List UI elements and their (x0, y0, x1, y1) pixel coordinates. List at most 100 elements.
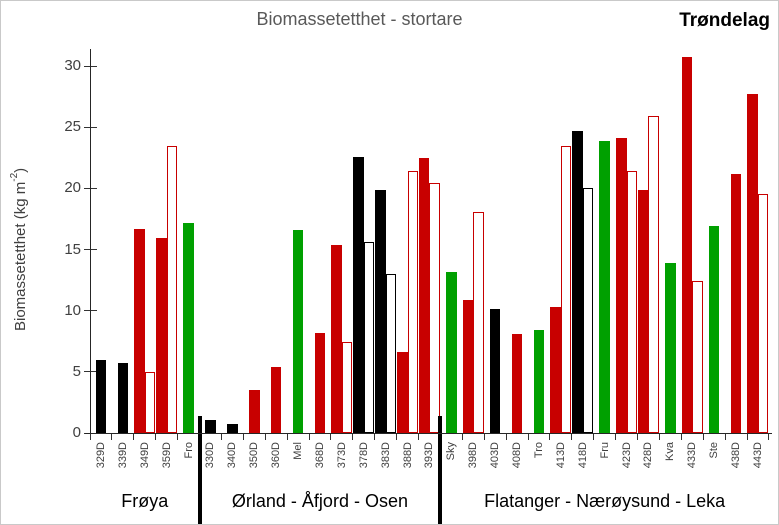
y-tick-label: 20 (64, 179, 81, 197)
y-axis-line (90, 49, 91, 433)
x-tick (505, 433, 507, 440)
bar-438D (730, 173, 742, 433)
region-label: Trøndelag (679, 10, 770, 31)
station-label-360D: 360D (270, 442, 283, 469)
station-label-443D: 443D (751, 442, 764, 469)
x-axis-line (85, 433, 772, 434)
bar-340D (227, 424, 238, 433)
bar-Kva (665, 262, 676, 433)
x-tick (133, 433, 135, 440)
y-tick-label: 5 (72, 362, 81, 380)
station-label-373D: 373D (335, 442, 348, 469)
station-label-Sky: Sky (445, 442, 458, 461)
group-divider (197, 416, 202, 524)
station-label-398D: 398D (467, 442, 480, 469)
bar-398D-outline (473, 211, 484, 433)
group-divider (438, 416, 443, 524)
bar-349D-outline (144, 371, 156, 433)
y-tick-label: 10 (64, 301, 81, 319)
station-label-350D: 350D (248, 442, 261, 469)
bar-403D (489, 309, 501, 433)
station-label-359D: 359D (160, 442, 173, 469)
x-tick (308, 433, 310, 440)
x-tick (746, 433, 748, 440)
bar-433D-outline (692, 281, 703, 433)
bar-413D-outline (560, 145, 572, 433)
bar-350D (249, 390, 260, 433)
bar-433D-solid (681, 57, 693, 433)
station-label-378D: 378D (357, 442, 370, 469)
x-tick (702, 433, 704, 440)
bar-398D-solid (462, 299, 474, 433)
bar-359D-solid (156, 238, 167, 433)
x-tick (483, 433, 485, 440)
bar-393D-solid (418, 157, 430, 433)
bar-388D-solid (397, 352, 408, 433)
bar-413D-solid (550, 306, 561, 433)
station-label-403D: 403D (489, 442, 502, 469)
station-label-388D: 388D (401, 442, 414, 469)
chart-title: Biomassetetthet - stortare (256, 9, 463, 29)
bar-373D-solid (331, 244, 342, 433)
bar-378D-solid (353, 156, 364, 433)
bar-Sky (446, 271, 457, 433)
bar-339D (117, 363, 129, 433)
y-axis-title: Biomassetetthet (kg m-2) (9, 66, 31, 433)
station-label-Mel: Mel (292, 442, 305, 460)
bar-349D-solid (134, 228, 145, 433)
station-label-349D: 349D (138, 442, 151, 469)
x-tick (177, 433, 179, 440)
station-label-Ste: Ste (708, 442, 721, 459)
x-tick (242, 433, 244, 440)
bar-428D-solid (637, 189, 649, 433)
group-label: Flatanger - Nærøysund - Leka (484, 491, 726, 511)
bar-428D-outline (648, 116, 659, 433)
y-axis-title-text: Biomassetetthet (kg m (12, 181, 29, 332)
bar-360D (270, 366, 282, 433)
x-tick (593, 433, 595, 440)
station-label-339D: 339D (116, 442, 129, 469)
bar-378D-outline (363, 242, 375, 433)
bar-Fro (183, 222, 194, 433)
group-label: Frøya (121, 491, 169, 511)
station-label-Fru: Fru (598, 442, 611, 459)
x-tick (111, 433, 113, 440)
station-label-428D: 428D (642, 442, 655, 469)
y-axis-title-superscript: -2 (9, 172, 20, 182)
bar-Ste (708, 226, 720, 433)
bar-443D-solid (747, 94, 758, 433)
station-label-Kva: Kva (664, 442, 677, 461)
x-tick (89, 433, 91, 440)
x-tick (658, 433, 660, 440)
bar-393D-outline (429, 183, 440, 433)
y-tick-label: 15 (64, 240, 81, 258)
y-tick-label: 30 (64, 57, 81, 74)
station-label-329D: 329D (94, 442, 107, 469)
y-axis-title-close: ) (12, 167, 29, 173)
station-label-340D: 340D (226, 442, 239, 469)
x-tick (396, 433, 398, 440)
y-tick-label: 25 (64, 118, 81, 136)
x-tick (549, 433, 551, 440)
bar-418D-outline (582, 188, 594, 433)
x-tick (286, 433, 288, 440)
bar-Fru (599, 140, 610, 433)
station-label-383D: 383D (379, 442, 392, 469)
bar-383D-solid (375, 189, 386, 433)
station-label-330D: 330D (204, 442, 217, 469)
station-label-393D: 393D (423, 442, 436, 469)
station-label-438D: 438D (730, 442, 743, 469)
x-tick (374, 433, 376, 440)
bar-443D-outline (757, 194, 769, 433)
y-tick-label: 0 (72, 424, 81, 441)
station-label-413D: 413D (554, 442, 567, 469)
bar-Tro (533, 330, 545, 433)
x-tick (330, 433, 332, 440)
x-tick (155, 433, 157, 440)
x-tick (680, 433, 682, 440)
group-label: Ørland - Åfjord - Osen (231, 491, 408, 511)
bar-423D-solid (616, 138, 627, 433)
bar-373D-outline (341, 342, 353, 433)
station-label-433D: 433D (686, 442, 699, 469)
